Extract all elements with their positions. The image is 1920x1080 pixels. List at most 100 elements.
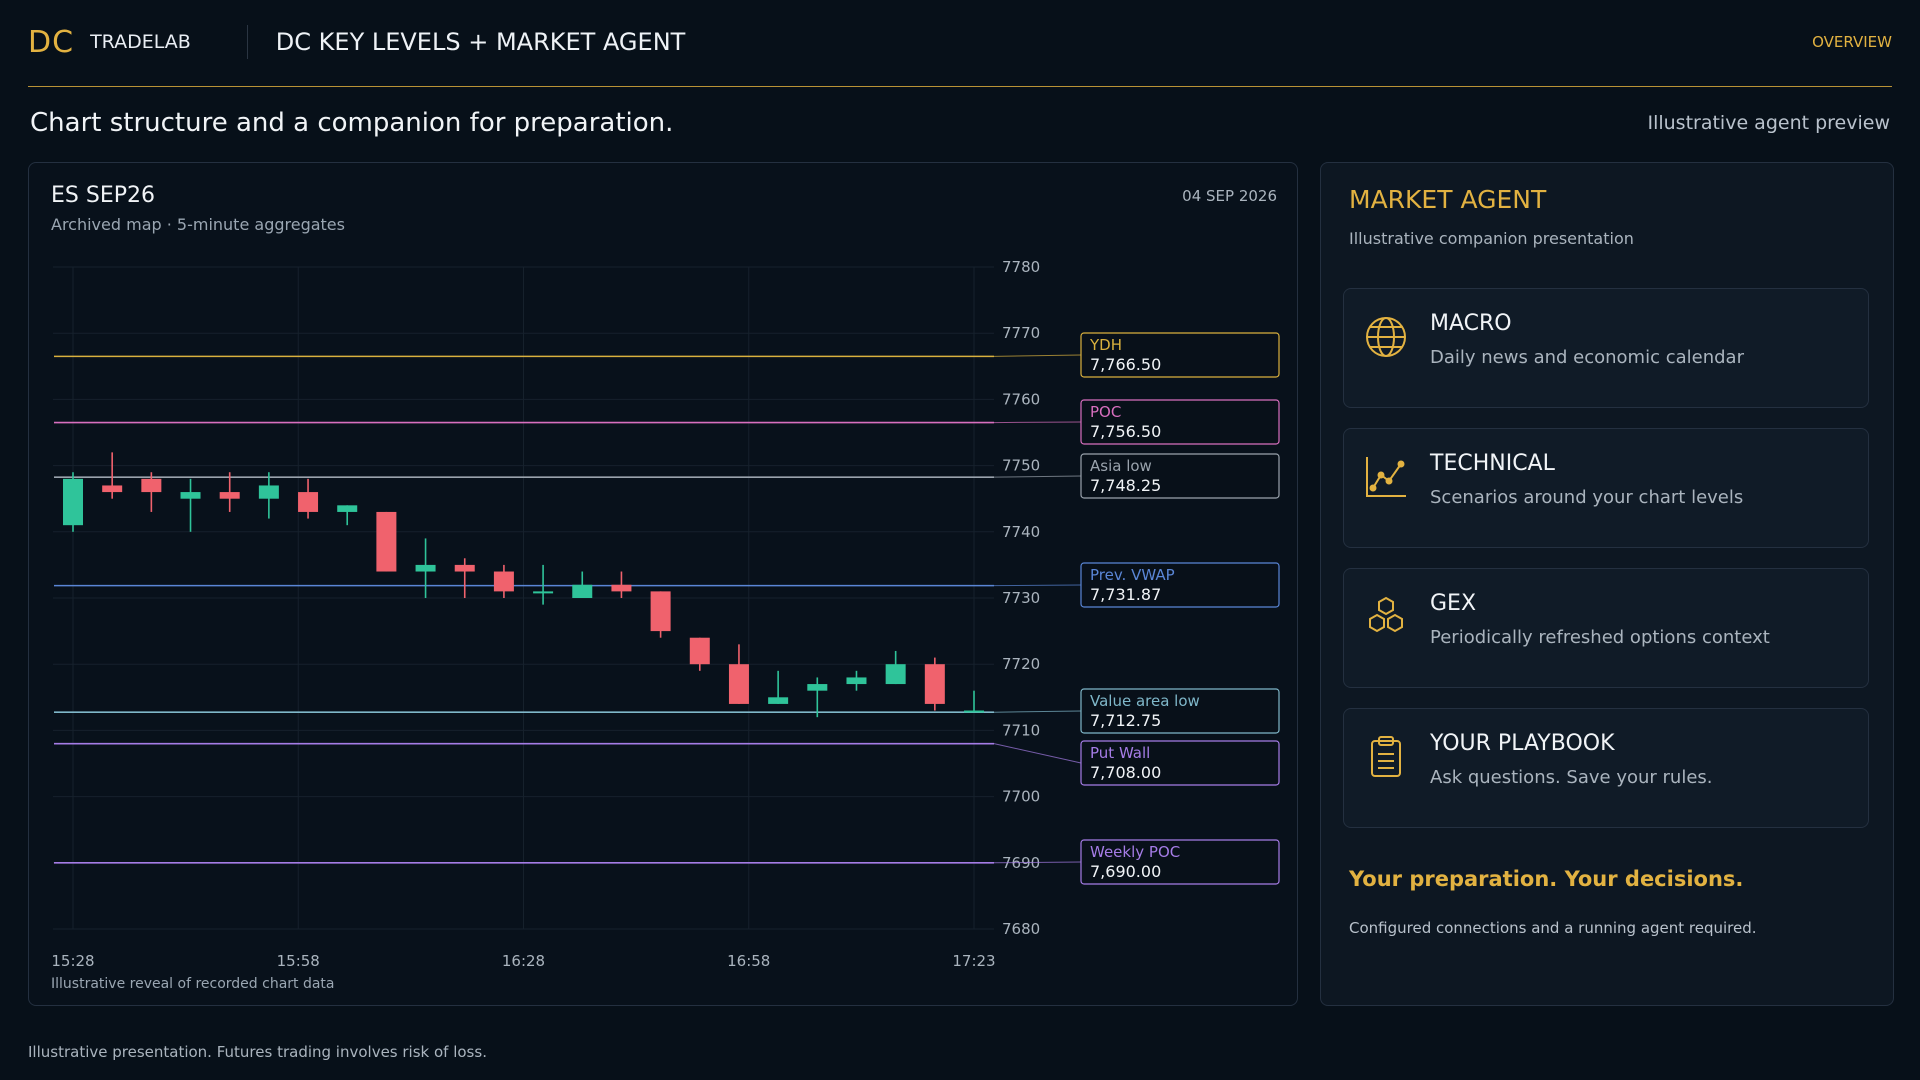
level-label-box — [1080, 332, 1280, 378]
level-label-box — [1080, 740, 1280, 786]
level-value: 7,766.50 — [1090, 355, 1161, 374]
x-tick-label: 15:58 — [277, 952, 320, 970]
level-connector — [993, 475, 1082, 478]
candle-body — [63, 478, 83, 526]
candle-body — [650, 591, 671, 632]
hexagons-icon — [1364, 595, 1408, 639]
candle-body — [689, 637, 710, 665]
candlestick-chart[interactable]: 7780777077607750774077307720771077007690… — [29, 163, 1297, 1005]
top-header: DC TRADELAB DC KEY LEVELS + MARKET AGENT… — [28, 20, 1892, 64]
header-rule — [28, 86, 1892, 87]
page-tagline: Chart structure and a companion for prep… — [30, 108, 674, 138]
overview-link[interactable]: OVERVIEW — [1812, 33, 1892, 51]
y-tick-label: 7700 — [1002, 788, 1040, 806]
candle-body — [728, 664, 749, 704]
candle-body — [180, 492, 201, 499]
brand-name: TRADELAB — [90, 31, 191, 53]
y-tick-label: 7680 — [1002, 920, 1040, 938]
x-tick-label: 17:23 — [952, 952, 995, 970]
level-label-box — [1080, 399, 1280, 445]
chart-panel: ES SEP26 Archived map · 5-minute aggrega… — [28, 162, 1298, 1006]
market-agent-panel: MARKET AGENT Illustrative companion pres… — [1320, 162, 1894, 1006]
card-description: Periodically refreshed options context — [1430, 627, 1770, 648]
level-value: 7,748.25 — [1090, 476, 1161, 495]
agent-note: Configured connections and a running age… — [1349, 919, 1757, 937]
level-value: 7,690.00 — [1090, 862, 1161, 881]
candle-body — [768, 697, 789, 704]
card-title: YOUR PLAYBOOK — [1430, 731, 1615, 756]
globe-icon — [1364, 315, 1408, 359]
level-name: Asia low — [1090, 457, 1152, 475]
level-value: 7,756.50 — [1090, 422, 1161, 441]
x-tick-label: 16:58 — [727, 952, 770, 970]
level-label-box — [1080, 562, 1280, 608]
card-title: MACRO — [1430, 311, 1512, 336]
agent-card-gex[interactable]: GEX Periodically refreshed options conte… — [1343, 568, 1869, 688]
candle-body — [807, 684, 828, 691]
level-label-box — [1080, 453, 1280, 499]
y-tick-label: 7750 — [1002, 457, 1040, 475]
level-connector — [993, 421, 1082, 424]
agent-title: MARKET AGENT — [1349, 185, 1547, 214]
candle-body — [964, 710, 984, 713]
chart-footnote: Illustrative reveal of recorded chart da… — [51, 976, 335, 992]
level-connector — [993, 354, 1082, 357]
x-tick-label: 15:28 — [51, 952, 94, 970]
agent-card-playbook[interactable]: YOUR PLAYBOOK Ask questions. Save your r… — [1343, 708, 1869, 828]
candle-body — [141, 478, 162, 493]
x-tick-label: 16:28 — [502, 952, 545, 970]
candle-body — [611, 584, 632, 592]
level-name: Value area low — [1090, 692, 1200, 710]
y-tick-label: 7780 — [1002, 258, 1040, 276]
agent-subtitle: Illustrative companion presentation — [1349, 229, 1634, 248]
candle-body — [885, 664, 906, 685]
y-tick-label: 7720 — [1002, 655, 1040, 673]
y-tick-label: 7730 — [1002, 589, 1040, 607]
y-tick-label: 7740 — [1002, 523, 1040, 541]
candle-body — [102, 485, 123, 493]
logo: DC — [28, 24, 75, 60]
agent-cta: Your preparation. Your decisions. — [1349, 867, 1744, 891]
candle-body — [337, 505, 358, 512]
y-tick-label: 7760 — [1002, 390, 1040, 408]
level-value: 7,708.00 — [1090, 763, 1161, 782]
preview-note: Illustrative agent preview — [1647, 112, 1890, 134]
y-tick-label: 7770 — [1002, 324, 1040, 342]
level-value: 7,712.75 — [1090, 711, 1161, 730]
level-name: Weekly POC — [1090, 843, 1180, 861]
level-connector — [993, 584, 1082, 587]
level-name: POC — [1090, 403, 1121, 421]
chart-date: 04 SEP 2026 — [1182, 187, 1277, 205]
chart-subtitle: Archived map · 5-minute aggregates — [51, 215, 345, 234]
card-title: GEX — [1430, 591, 1477, 616]
level-name: YDH — [1089, 336, 1122, 354]
candle-body — [533, 591, 554, 594]
agent-card-macro[interactable]: MACRO Daily news and economic calendar — [1343, 288, 1869, 408]
candle-body — [219, 492, 240, 499]
level-connector — [993, 710, 1082, 713]
candle-body — [415, 564, 436, 572]
clipboard-icon — [1364, 735, 1408, 779]
card-title: TECHNICAL — [1430, 451, 1555, 476]
card-description: Scenarios around your chart levels — [1430, 487, 1744, 508]
level-name: Put Wall — [1090, 744, 1150, 762]
trend-chart-icon — [1364, 455, 1408, 499]
candle-body — [846, 677, 867, 685]
header-divider — [246, 25, 248, 59]
level-connector — [993, 861, 1082, 864]
candle-body — [572, 584, 593, 598]
candle-body — [376, 511, 397, 572]
level-label-box — [1080, 839, 1280, 885]
candle-body — [493, 571, 514, 592]
level-connector — [993, 743, 1082, 764]
agent-card-technical[interactable]: TECHNICAL Scenarios around your chart le… — [1343, 428, 1869, 548]
candle-body — [924, 664, 945, 704]
level-label-box — [1080, 688, 1280, 734]
card-description: Ask questions. Save your rules. — [1430, 767, 1713, 788]
candle-body — [298, 492, 319, 512]
candle-body — [258, 485, 279, 499]
app-title: DC KEY LEVELS + MARKET AGENT — [275, 28, 686, 56]
candle-body — [454, 564, 475, 572]
level-value: 7,731.87 — [1090, 585, 1161, 604]
level-name: Prev. VWAP — [1090, 566, 1175, 584]
